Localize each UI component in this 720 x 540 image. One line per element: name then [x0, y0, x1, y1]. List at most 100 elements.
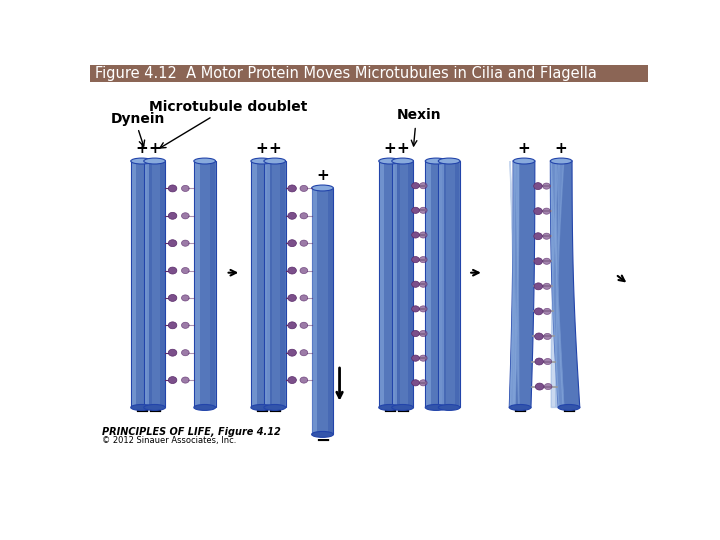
Ellipse shape: [543, 183, 550, 189]
Ellipse shape: [288, 294, 297, 301]
Ellipse shape: [300, 267, 307, 274]
Ellipse shape: [181, 267, 189, 274]
Ellipse shape: [412, 207, 419, 213]
Ellipse shape: [168, 185, 177, 192]
Ellipse shape: [131, 158, 153, 164]
FancyBboxPatch shape: [426, 161, 447, 408]
Ellipse shape: [312, 185, 333, 191]
Ellipse shape: [251, 404, 273, 410]
Ellipse shape: [513, 158, 535, 164]
Ellipse shape: [300, 213, 307, 219]
Text: Microtubule doublet: Microtubule doublet: [149, 100, 307, 114]
Text: −: −: [513, 403, 528, 421]
Ellipse shape: [181, 295, 189, 301]
Ellipse shape: [181, 213, 189, 219]
Ellipse shape: [168, 212, 177, 219]
Ellipse shape: [194, 158, 215, 164]
FancyBboxPatch shape: [147, 162, 152, 407]
Text: −: −: [254, 403, 269, 421]
Ellipse shape: [534, 258, 542, 265]
Polygon shape: [551, 161, 563, 408]
Ellipse shape: [412, 355, 419, 361]
Text: +: +: [396, 141, 409, 157]
Ellipse shape: [534, 308, 543, 315]
Ellipse shape: [392, 404, 413, 410]
Text: +: +: [269, 141, 281, 157]
Ellipse shape: [379, 404, 400, 410]
Ellipse shape: [419, 207, 427, 213]
Text: −: −: [382, 403, 397, 421]
Ellipse shape: [412, 380, 419, 386]
FancyBboxPatch shape: [145, 162, 150, 407]
Ellipse shape: [544, 359, 552, 364]
Ellipse shape: [412, 330, 419, 336]
Text: −: −: [134, 403, 149, 421]
Text: +: +: [518, 141, 531, 157]
Ellipse shape: [534, 208, 542, 214]
Ellipse shape: [288, 212, 297, 219]
Ellipse shape: [168, 349, 177, 356]
Ellipse shape: [168, 294, 177, 301]
Ellipse shape: [300, 295, 307, 301]
Ellipse shape: [181, 349, 189, 356]
Ellipse shape: [419, 306, 427, 312]
Ellipse shape: [412, 281, 419, 287]
Ellipse shape: [419, 183, 427, 189]
Text: +: +: [256, 141, 268, 157]
Ellipse shape: [300, 240, 307, 246]
Ellipse shape: [535, 383, 544, 390]
Ellipse shape: [558, 404, 580, 410]
FancyBboxPatch shape: [194, 161, 215, 408]
Text: −: −: [315, 432, 330, 450]
FancyBboxPatch shape: [441, 162, 446, 407]
Ellipse shape: [379, 158, 400, 164]
Text: −: −: [147, 403, 162, 421]
FancyBboxPatch shape: [160, 162, 165, 407]
Ellipse shape: [168, 322, 177, 329]
Text: © 2012 Sinauer Associates, Inc.: © 2012 Sinauer Associates, Inc.: [102, 436, 236, 445]
Ellipse shape: [251, 158, 273, 164]
Polygon shape: [551, 161, 564, 408]
FancyBboxPatch shape: [267, 162, 272, 407]
Text: PRINCIPLES OF LIFE, Figure 4.12: PRINCIPLES OF LIFE, Figure 4.12: [102, 427, 280, 437]
Ellipse shape: [264, 158, 286, 164]
Ellipse shape: [288, 322, 297, 329]
Ellipse shape: [288, 185, 297, 192]
Ellipse shape: [544, 333, 552, 340]
Ellipse shape: [550, 158, 572, 164]
FancyBboxPatch shape: [312, 188, 333, 434]
Text: Figure 4.12  A Motor Protein Moves Microtubules in Cilia and Flagella: Figure 4.12 A Motor Protein Moves Microt…: [94, 66, 597, 81]
FancyBboxPatch shape: [439, 162, 444, 407]
Ellipse shape: [412, 256, 419, 262]
Ellipse shape: [131, 404, 153, 410]
Ellipse shape: [426, 404, 447, 410]
Ellipse shape: [419, 232, 427, 238]
Ellipse shape: [300, 349, 307, 356]
Ellipse shape: [181, 377, 189, 383]
Ellipse shape: [392, 158, 413, 164]
Ellipse shape: [144, 404, 166, 410]
Text: Nexin: Nexin: [397, 107, 441, 122]
Ellipse shape: [535, 358, 544, 365]
FancyBboxPatch shape: [194, 162, 199, 407]
Ellipse shape: [543, 258, 551, 265]
Text: Dynein: Dynein: [111, 112, 165, 126]
Text: −: −: [562, 403, 577, 421]
FancyBboxPatch shape: [379, 162, 384, 407]
Ellipse shape: [412, 306, 419, 312]
Ellipse shape: [194, 404, 215, 410]
Ellipse shape: [534, 233, 542, 240]
Text: +: +: [383, 141, 396, 157]
FancyBboxPatch shape: [312, 189, 318, 434]
FancyBboxPatch shape: [392, 161, 413, 408]
FancyBboxPatch shape: [379, 161, 400, 408]
FancyBboxPatch shape: [144, 161, 166, 408]
Ellipse shape: [543, 284, 551, 289]
FancyBboxPatch shape: [131, 161, 153, 408]
FancyBboxPatch shape: [426, 162, 431, 407]
Polygon shape: [510, 161, 519, 408]
Ellipse shape: [534, 283, 543, 290]
FancyBboxPatch shape: [132, 162, 136, 407]
Ellipse shape: [412, 232, 419, 238]
Text: +: +: [148, 141, 161, 157]
